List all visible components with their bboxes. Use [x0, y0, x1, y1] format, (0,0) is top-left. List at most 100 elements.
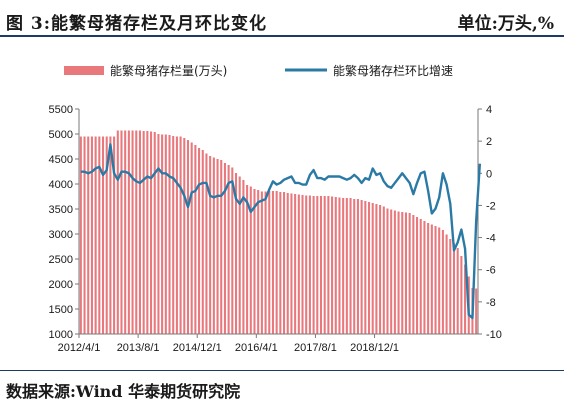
legend-line-label: 能繁母猪存栏环比增速 — [333, 63, 453, 78]
right-tick-label: 2 — [486, 136, 492, 148]
bar — [316, 196, 319, 334]
left-tick-label: 4000 — [49, 179, 73, 191]
bar — [386, 208, 389, 334]
bar — [412, 215, 415, 334]
bar — [353, 199, 356, 334]
bar — [209, 156, 212, 334]
bar — [90, 136, 93, 334]
bar — [301, 195, 304, 334]
x-tick-label: 2016/4/1 — [235, 342, 278, 354]
bar — [94, 136, 97, 334]
left-tick-label: 2500 — [49, 254, 73, 266]
bar — [286, 193, 289, 334]
figure-title: 图 3:能繁母猪存栏及月环比变化 — [6, 14, 268, 34]
x-tick-label: 2012/4/1 — [58, 342, 101, 354]
bar — [234, 173, 238, 334]
bar — [105, 136, 108, 334]
left-tick-label: 3500 — [49, 204, 73, 216]
bar — [98, 136, 101, 334]
bar — [434, 226, 437, 334]
legend-bar-label: 能繁母猪存栏量(万头) — [110, 63, 227, 78]
bar — [349, 198, 352, 334]
bar — [331, 196, 334, 334]
bar — [231, 167, 234, 334]
bar — [268, 191, 271, 334]
bar — [179, 136, 182, 334]
bar — [393, 210, 396, 334]
top-rule — [0, 35, 564, 37]
bar — [142, 131, 145, 334]
bar — [157, 134, 160, 334]
bar — [120, 130, 123, 334]
bottom-rule — [0, 370, 564, 371]
bar — [456, 248, 459, 334]
bar — [264, 191, 267, 334]
left-tick-label: 5500 — [49, 104, 73, 116]
bar — [438, 227, 441, 334]
x-tick-label: 2013/8/1 — [117, 342, 160, 354]
right-tick-label: -10 — [486, 329, 502, 341]
bar — [190, 142, 193, 334]
bar — [113, 136, 116, 334]
bar — [416, 217, 419, 334]
right-tick-label: -4 — [486, 233, 496, 245]
bar — [220, 160, 223, 334]
unit-label: 单位:万头,% — [457, 14, 554, 34]
bar — [297, 194, 300, 334]
bar — [342, 198, 345, 334]
bar — [294, 194, 297, 334]
bar — [430, 224, 433, 334]
bar — [279, 192, 282, 334]
title-row: 图 3:能繁母猪存栏及月环比变化 单位:万头,% — [0, 0, 564, 34]
bar — [216, 159, 219, 334]
bar — [308, 195, 311, 334]
x-tick-label: 2014/12/1 — [173, 342, 222, 354]
bar — [135, 130, 138, 334]
bar — [390, 209, 393, 334]
bar — [271, 191, 274, 334]
bar — [183, 138, 186, 334]
bar — [319, 196, 323, 334]
bar — [401, 212, 404, 334]
bar — [464, 264, 467, 334]
right-tick-label: -2 — [486, 200, 496, 212]
bar — [375, 204, 378, 334]
bar — [460, 256, 463, 334]
bar — [201, 150, 204, 334]
bar — [227, 165, 230, 334]
bar — [334, 197, 337, 334]
left-tick-label: 4500 — [49, 154, 73, 166]
bar — [449, 239, 452, 334]
bar — [360, 200, 363, 334]
bar — [371, 203, 374, 334]
bar — [175, 136, 178, 334]
bar — [305, 195, 308, 334]
bar — [408, 213, 411, 334]
bar — [172, 136, 175, 334]
bar — [205, 153, 208, 334]
bar — [327, 196, 330, 334]
right-tick-label: 4 — [486, 104, 492, 116]
bar — [345, 198, 348, 334]
right-tick-label: -6 — [486, 265, 496, 277]
bar — [260, 191, 263, 334]
bar — [312, 196, 315, 334]
bar — [397, 211, 400, 334]
right-tick-label: 0 — [486, 168, 492, 180]
bar — [223, 163, 226, 334]
bar — [87, 136, 90, 334]
chart: 1000 1500 2000 2500 3000 3500 4000 4500 5000 5500… — [49, 63, 502, 354]
bar — [423, 221, 426, 334]
bar — [253, 189, 256, 334]
x-tick-label: 2017/8/1 — [294, 342, 337, 354]
bar — [186, 140, 190, 334]
bar — [194, 145, 197, 334]
bar — [356, 199, 359, 334]
bar — [283, 192, 286, 334]
bar — [275, 191, 278, 334]
bar — [212, 157, 215, 334]
bar — [249, 186, 252, 334]
bar — [452, 243, 456, 334]
source-note: 数据来源:Wind 华泰期货研究院 — [6, 382, 241, 401]
bar — [127, 130, 130, 334]
